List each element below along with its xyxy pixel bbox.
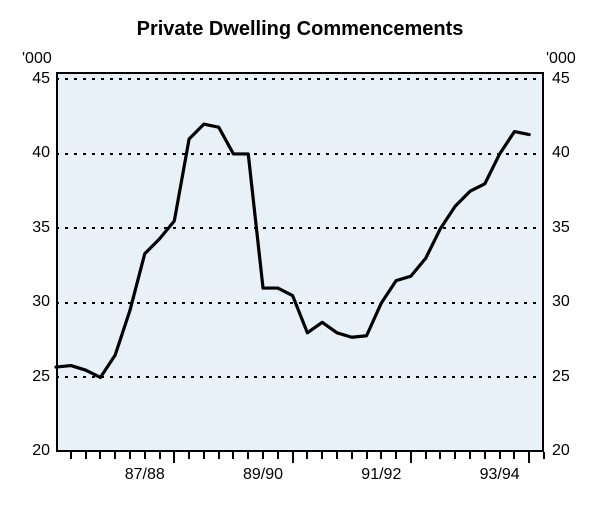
x-tick bbox=[528, 452, 530, 463]
x-tick bbox=[144, 452, 146, 459]
y-tick-label-left: 20 bbox=[14, 442, 50, 460]
x-tick bbox=[321, 452, 323, 459]
x-tick-label: 93/94 bbox=[480, 466, 520, 484]
chart-title: Private Dwelling Commencements bbox=[0, 18, 600, 41]
x-tick bbox=[262, 452, 264, 459]
x-tick bbox=[129, 452, 131, 459]
chart-container: Private Dwelling Commencements '000 '000… bbox=[0, 0, 600, 510]
x-tick bbox=[351, 452, 353, 459]
y-unit-left: '000 bbox=[22, 50, 52, 68]
x-tick bbox=[336, 452, 338, 459]
x-tick-label: 87/88 bbox=[125, 466, 165, 484]
x-tick bbox=[425, 452, 427, 459]
x-tick bbox=[70, 452, 72, 459]
x-tick bbox=[292, 452, 294, 463]
y-tick-label-right: 45 bbox=[552, 70, 570, 88]
x-tick bbox=[499, 452, 501, 459]
x-tick bbox=[484, 452, 486, 459]
x-tick bbox=[247, 452, 249, 459]
x-tick bbox=[366, 452, 368, 459]
x-tick bbox=[380, 452, 382, 459]
y-tick-label-left: 25 bbox=[14, 368, 50, 386]
x-tick bbox=[395, 452, 397, 459]
y-tick-label-left: 40 bbox=[14, 144, 50, 162]
x-tick-label: 89/90 bbox=[243, 466, 283, 484]
plot-area bbox=[56, 72, 544, 452]
x-tick bbox=[218, 452, 220, 459]
x-tick bbox=[306, 452, 308, 459]
x-tick-label: 91/92 bbox=[361, 466, 401, 484]
data-series bbox=[56, 72, 544, 452]
x-tick bbox=[454, 452, 456, 459]
x-tick bbox=[114, 452, 116, 459]
y-tick-label-right: 20 bbox=[552, 442, 570, 460]
x-tick bbox=[410, 452, 412, 463]
y-unit-right: '000 bbox=[546, 50, 576, 68]
y-tick-label-right: 35 bbox=[552, 219, 570, 237]
x-tick bbox=[439, 452, 441, 459]
x-tick bbox=[277, 452, 279, 459]
x-tick bbox=[99, 452, 101, 459]
x-tick bbox=[513, 452, 515, 459]
y-tick-label-left: 45 bbox=[14, 70, 50, 88]
y-tick-label-left: 30 bbox=[14, 293, 50, 311]
y-tick-label-right: 25 bbox=[552, 368, 570, 386]
x-tick bbox=[543, 452, 545, 459]
x-tick bbox=[203, 452, 205, 459]
y-tick-label-right: 30 bbox=[552, 293, 570, 311]
x-tick bbox=[188, 452, 190, 459]
y-tick-label-right: 40 bbox=[552, 144, 570, 162]
y-tick-label-left: 35 bbox=[14, 219, 50, 237]
x-tick bbox=[469, 452, 471, 459]
x-tick bbox=[232, 452, 234, 459]
x-tick bbox=[85, 452, 87, 459]
x-tick bbox=[159, 452, 161, 459]
x-tick bbox=[173, 452, 175, 463]
